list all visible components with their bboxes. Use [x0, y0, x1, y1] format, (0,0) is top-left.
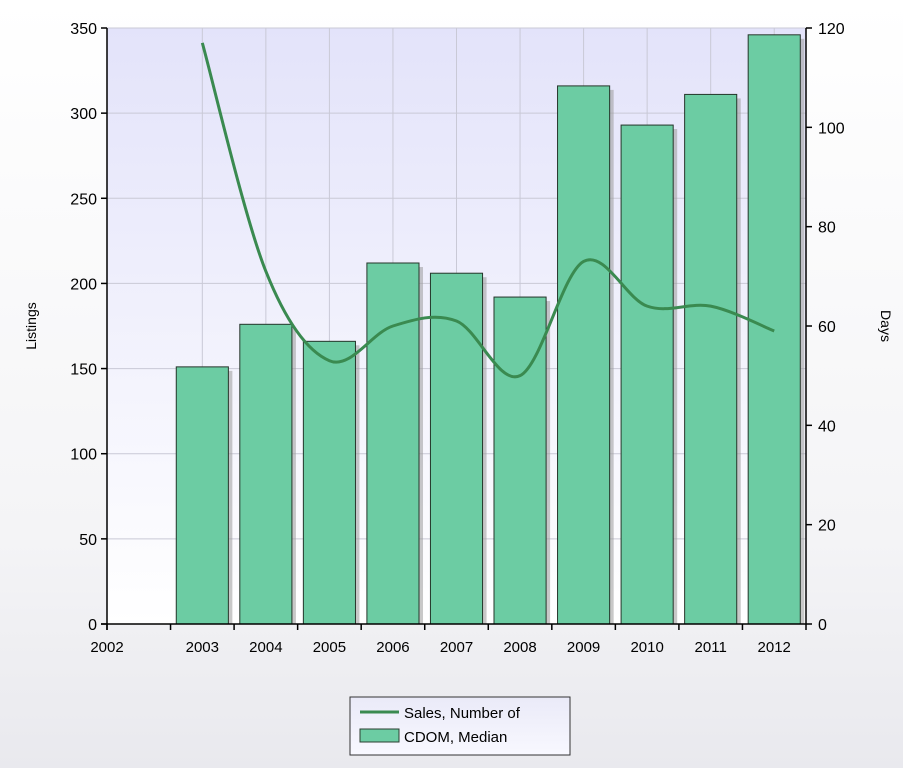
legend-box — [349, 696, 571, 756]
axes — [101, 27, 812, 630]
y-left-tick-label: 0 — [88, 617, 97, 634]
x-tick-label: 2002 — [90, 639, 123, 656]
bar — [175, 366, 229, 625]
y-left-tick-label: 100 — [70, 447, 97, 464]
y-left-tick-label: 50 — [79, 532, 97, 549]
y-right-tick-label: 100 — [818, 120, 845, 137]
bar-series — [175, 34, 805, 625]
y-right-axis-label: Days — [878, 310, 894, 342]
x-tick-label: 2012 — [758, 639, 791, 656]
y-left-axis-label: Listings — [23, 302, 39, 349]
x-tick-label: 2004 — [249, 639, 282, 656]
bar — [493, 296, 547, 625]
y-right-tick-label: 120 — [818, 21, 845, 38]
y-right-tick-label: 60 — [818, 319, 836, 336]
bar — [239, 323, 293, 625]
bar — [620, 124, 674, 625]
y-left-tick-label: 350 — [70, 21, 97, 38]
bar — [557, 85, 611, 625]
legend-bar-label: CDOM, Median — [404, 729, 507, 746]
y-left-tick-label: 300 — [70, 106, 97, 123]
legend-bar-swatch — [359, 728, 400, 743]
y-right-tick-label: 20 — [818, 518, 836, 535]
tick-labels: 0 50 100 150 200 250 300 350 0 20 40 60 80 100 120 2002… — [70, 21, 845, 656]
y-right-tick-label: 40 — [818, 418, 836, 435]
bar — [366, 262, 420, 625]
x-tick-label: 2005 — [313, 639, 346, 656]
x-tick-label: 2010 — [630, 639, 663, 656]
bar — [302, 340, 356, 625]
sales-line — [200, 42, 775, 379]
bar — [684, 93, 738, 625]
y-right-tick-label: 0 — [818, 617, 827, 634]
x-tick-label: 2011 — [695, 639, 727, 656]
y-left-tick-label: 200 — [70, 276, 97, 293]
y-right-tick-label: 80 — [818, 220, 836, 237]
x-tick-label: 2003 — [186, 639, 219, 656]
y-left-tick-label: 150 — [70, 362, 97, 379]
x-tick-label: 2008 — [503, 639, 536, 656]
y-left-tick-label: 250 — [70, 191, 97, 208]
line-series — [200, 42, 775, 379]
x-tick-label: 2007 — [440, 639, 473, 656]
x-tick-label: 2006 — [376, 639, 409, 656]
x-tick-label: 2009 — [567, 639, 600, 656]
legend: Sales, Number of CDOM, Median — [349, 696, 571, 756]
bar — [429, 272, 484, 625]
legend-line-label: Sales, Number of — [404, 705, 521, 722]
